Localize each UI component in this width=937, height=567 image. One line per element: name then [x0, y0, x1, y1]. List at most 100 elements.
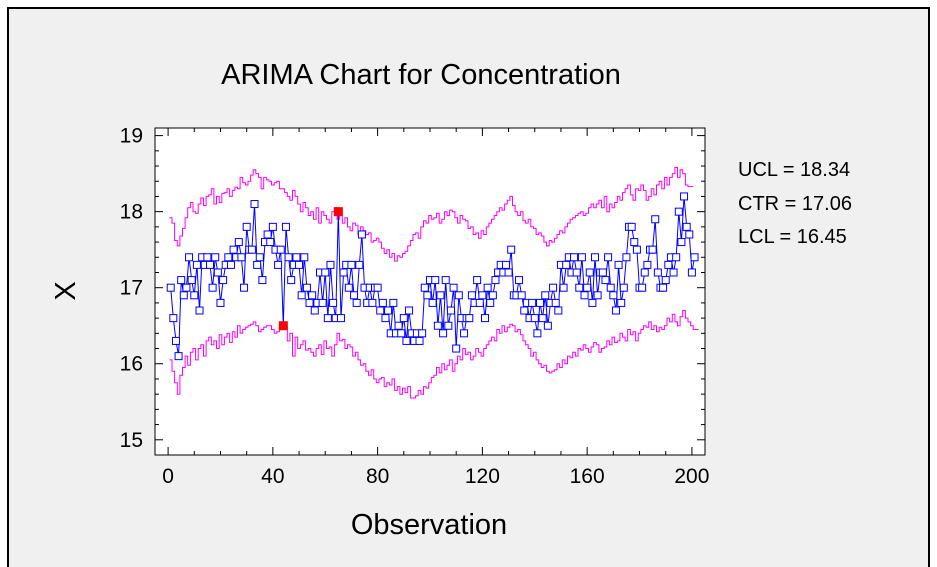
- data-point: [211, 253, 220, 262]
- data-point: [651, 215, 660, 224]
- data-point: [339, 268, 348, 277]
- data-point: [640, 268, 649, 277]
- data-series: [166, 192, 699, 361]
- lcl-label: LCL = 16.45: [738, 226, 847, 248]
- data-point: [350, 291, 359, 300]
- lcl-line: [169, 310, 699, 399]
- data-point: [381, 314, 390, 323]
- y-tick-label: 18: [120, 201, 143, 224]
- data-point: [378, 298, 387, 307]
- data-point: [439, 329, 448, 338]
- data-point: [687, 268, 696, 277]
- data-point: [292, 253, 301, 262]
- data-point: [431, 276, 440, 285]
- data-point: [609, 291, 618, 300]
- data-point: [305, 298, 314, 307]
- data-point: [515, 276, 524, 285]
- data-point: [441, 276, 450, 285]
- data-point: [229, 245, 238, 254]
- data-point: [399, 314, 408, 323]
- data-point: [323, 314, 332, 323]
- data-point: [488, 291, 497, 300]
- x-axis: 0 40 80 120 160 200: [162, 128, 709, 488]
- data-point: [402, 336, 411, 345]
- data-point: [326, 260, 335, 269]
- data-point: [575, 283, 584, 292]
- data-point: [237, 253, 246, 262]
- data-point: [601, 276, 610, 285]
- data-point: [632, 245, 641, 254]
- data-point: [483, 283, 492, 292]
- x-axis-title: Observation: [351, 509, 507, 541]
- data-point: [475, 298, 484, 307]
- data-point: [643, 260, 652, 269]
- data-point: [310, 306, 319, 315]
- data-point: [295, 260, 304, 269]
- control-statistics: UCL = 18.34 CTR = 17.06 LCL = 16.45: [738, 159, 852, 248]
- data-point: [591, 253, 599, 262]
- data-point: [604, 253, 613, 262]
- data-point: [224, 253, 233, 262]
- data-point: [664, 260, 673, 269]
- chart-title: ARIMA Chart for Concentration: [221, 59, 621, 91]
- data-point: [449, 283, 458, 292]
- out-of-control-point: [333, 207, 343, 217]
- data-point: [585, 268, 594, 277]
- data-point: [467, 291, 476, 300]
- data-point: [617, 298, 626, 307]
- data-point: [659, 283, 668, 292]
- data-point: [308, 291, 317, 300]
- data-point: [554, 306, 563, 315]
- x-tick-label: 160: [570, 465, 605, 488]
- data-point: [336, 314, 345, 323]
- x-tick-label: 200: [674, 465, 709, 488]
- data-point: [444, 321, 453, 330]
- data-point: [533, 329, 542, 338]
- data-point: [190, 291, 199, 300]
- data-point: [219, 276, 228, 285]
- data-point: [588, 298, 597, 307]
- y-tick-label: 15: [120, 429, 143, 452]
- data-point: [213, 268, 222, 277]
- data-point: [685, 230, 694, 239]
- data-point: [415, 336, 424, 345]
- y-axis: 15 16 17 18 19: [120, 125, 705, 452]
- data-point: [648, 245, 657, 254]
- data-point: [543, 321, 552, 330]
- data-point: [405, 306, 414, 315]
- data-point: [300, 253, 309, 262]
- data-point: [321, 268, 330, 277]
- data-point: [622, 253, 631, 262]
- data-point: [185, 253, 194, 262]
- data-point: [619, 283, 628, 292]
- data-point: [171, 336, 180, 345]
- data-point: [598, 268, 607, 277]
- data-point: [357, 230, 366, 239]
- data-point: [517, 291, 526, 300]
- data-point: [653, 268, 662, 277]
- data-point: [318, 298, 327, 307]
- data-point: [473, 276, 482, 285]
- data-point: [446, 306, 455, 315]
- data-point: [528, 298, 537, 307]
- data-point: [208, 283, 217, 292]
- data-point: [242, 222, 251, 231]
- data-point: [583, 283, 592, 292]
- data-point: [250, 200, 259, 209]
- data-point: [606, 283, 615, 292]
- data-point: [177, 276, 186, 285]
- data-point: [690, 253, 699, 262]
- data-point: [454, 291, 463, 300]
- data-point: [179, 291, 188, 300]
- data-point: [627, 222, 636, 231]
- data-point: [174, 352, 183, 361]
- data-point: [297, 291, 306, 300]
- data-point: [549, 283, 558, 292]
- data-point: [669, 268, 678, 277]
- data-point: [192, 260, 201, 269]
- data-point: [258, 276, 267, 285]
- data-point: [182, 283, 191, 292]
- data-point: [347, 260, 356, 269]
- data-point: [672, 253, 681, 262]
- y-tick-label: 19: [120, 125, 143, 148]
